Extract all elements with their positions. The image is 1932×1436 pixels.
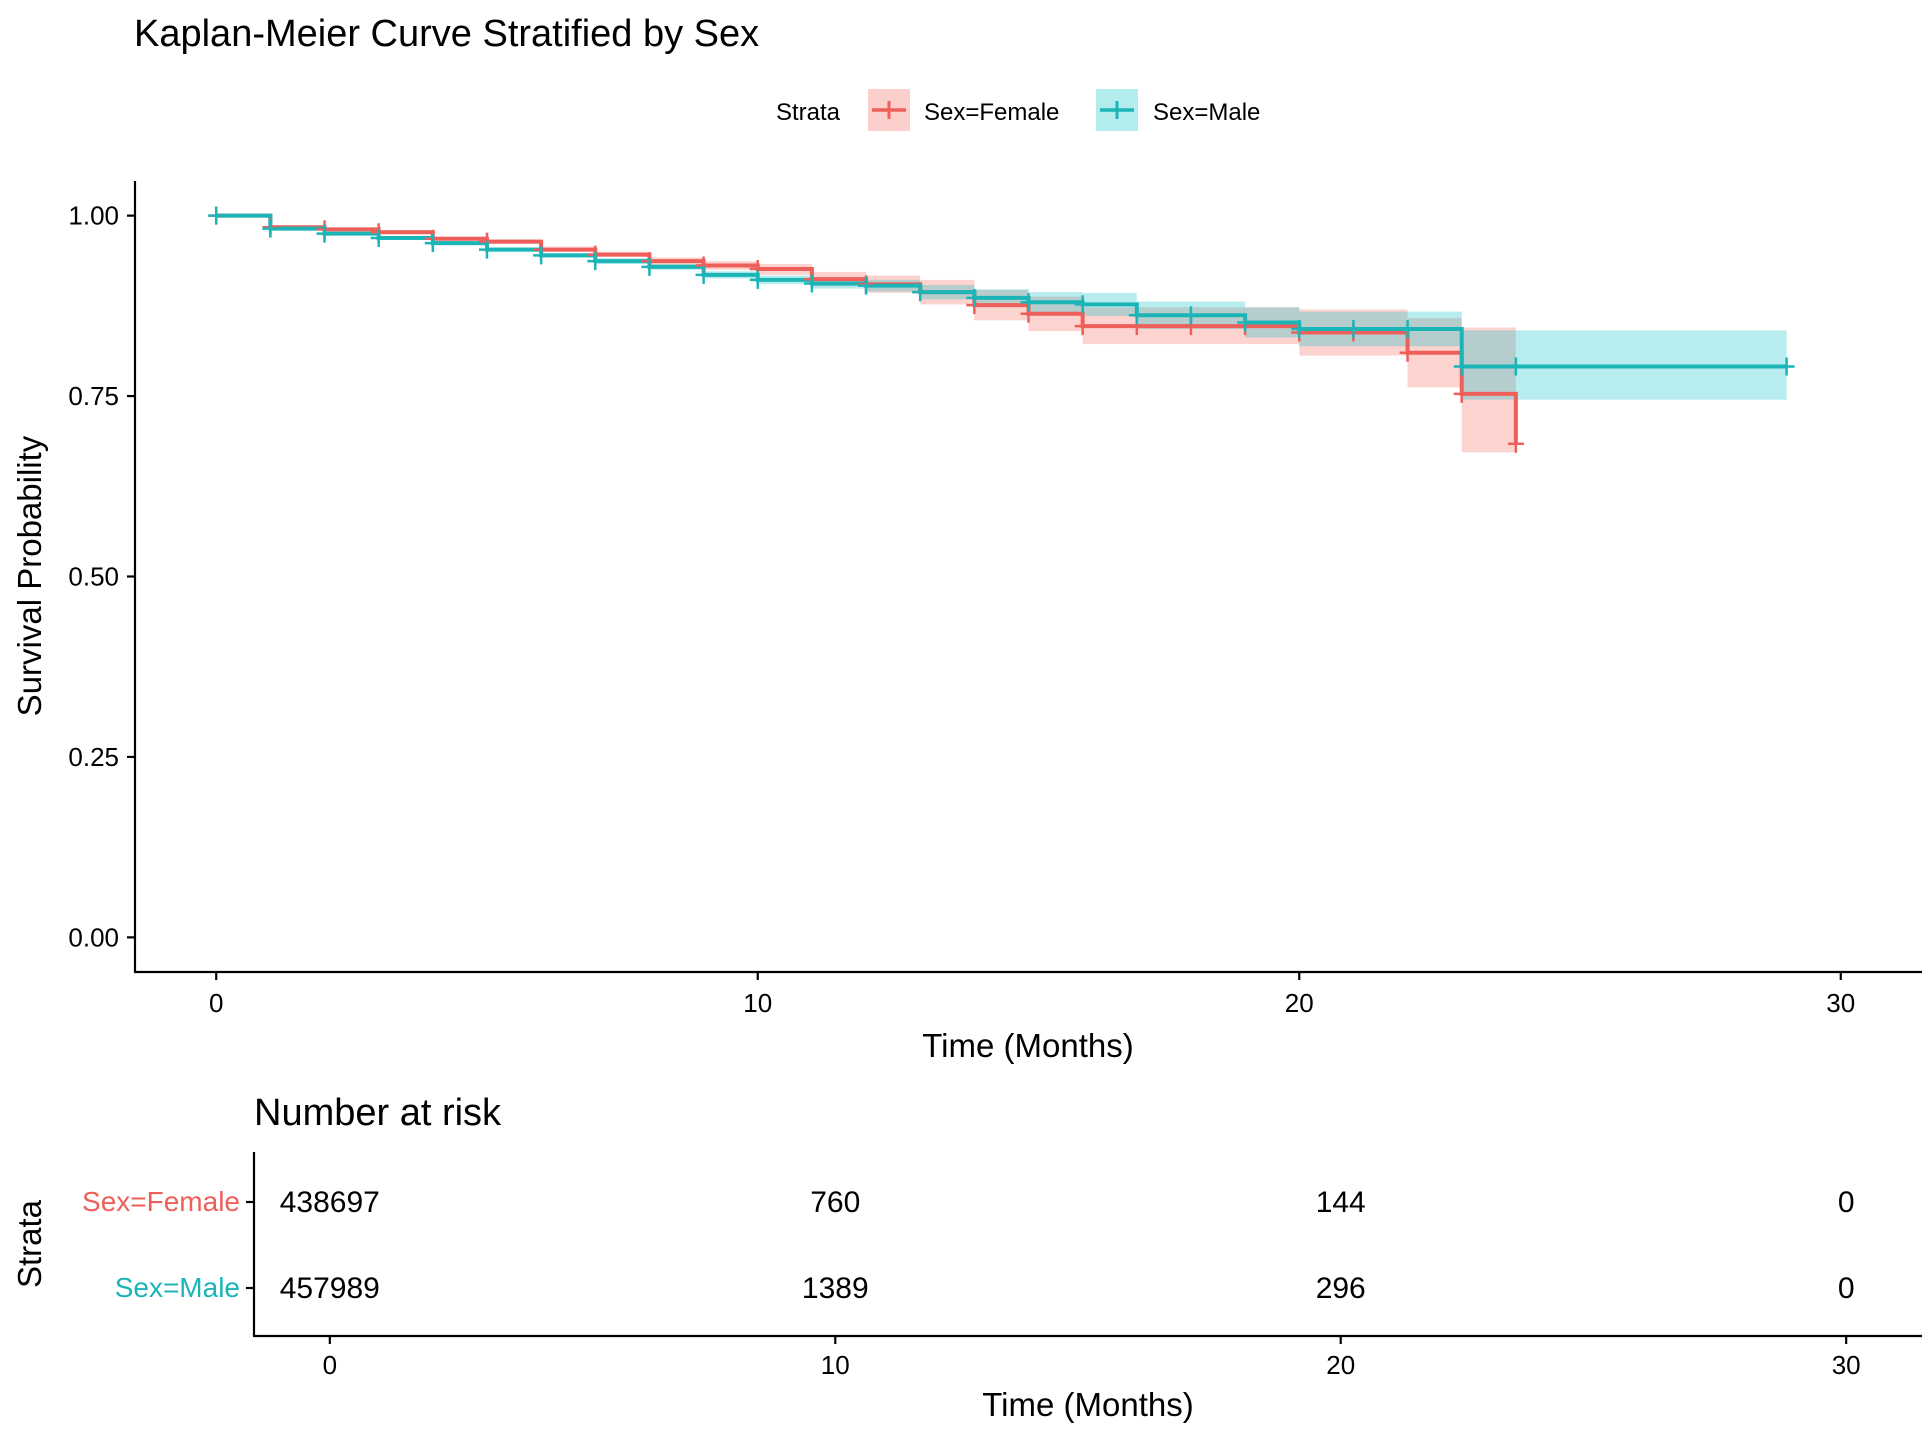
censor-mark-male <box>1237 313 1254 332</box>
km-y-tick-label: 0.25 <box>68 742 119 772</box>
censor-mark-male <box>1128 306 1145 325</box>
censor-mark-male <box>424 234 441 253</box>
km-y-tick-label: 0.75 <box>68 381 119 411</box>
risk-cell: 438697 <box>280 1186 380 1219</box>
censor-mark-male <box>478 240 495 259</box>
km-y-tick-label: 0.50 <box>68 562 119 592</box>
km-x-tick-label: 0 <box>209 988 223 1018</box>
risk-cell: 0 <box>1838 1186 1855 1219</box>
censor-mark-male <box>1020 293 1037 312</box>
km-y-axis-title: Survival Probability <box>11 435 48 716</box>
censor-mark-male <box>316 224 333 243</box>
censor-mark-male <box>587 252 604 271</box>
km-y-ticks: 0.00 0.25 0.50 0.75 1.00 <box>68 201 135 952</box>
survival-curves <box>216 213 1787 444</box>
censor-mark-male <box>1507 357 1524 376</box>
risk-x-tick-label: 10 <box>821 1350 850 1380</box>
confidence-bands <box>216 215 1787 453</box>
risk-cell: 0 <box>1838 1272 1855 1305</box>
risk-cell: 144 <box>1316 1186 1366 1219</box>
km-y-tick-label: 0.00 <box>68 922 119 952</box>
risk-cell: 296 <box>1316 1272 1366 1305</box>
risk-cell: 760 <box>810 1186 860 1219</box>
km-x-tick-label: 30 <box>1826 988 1855 1018</box>
risk-x-tick-label: 30 <box>1832 1350 1861 1380</box>
risk-x-axis-title: Time (Months) <box>982 1386 1193 1423</box>
censor-mark-male <box>1453 357 1470 376</box>
censor-mark-male <box>208 206 225 225</box>
censor-mark-male <box>1399 319 1416 338</box>
censor-mark-male <box>749 270 766 289</box>
censor-mark-male <box>1182 306 1199 325</box>
km-x-axis-title: Time (Months) <box>922 1027 1133 1064</box>
censor-mark-male <box>1074 295 1091 314</box>
censor-mark-male <box>912 283 929 302</box>
censor-mark-male <box>966 288 983 307</box>
risk-row-label: Sex=Female <box>82 1186 240 1217</box>
km-x-tick-label: 20 <box>1285 988 1314 1018</box>
legend-title: Strata <box>776 99 841 126</box>
censor-mark-male <box>858 276 875 295</box>
censor-marks <box>208 206 1795 453</box>
risk-x-tick-label: 0 <box>323 1350 337 1380</box>
risk-x-ticks: 0 10 20 30 <box>323 1336 1861 1380</box>
censor-mark-male <box>1291 319 1308 338</box>
censor-mark-female <box>1507 434 1524 453</box>
censor-mark-male <box>370 229 387 248</box>
censor-mark-male <box>641 257 658 276</box>
risk-x-tick-label: 20 <box>1326 1350 1355 1380</box>
legend-key-female <box>868 89 910 131</box>
censor-mark-female <box>1399 343 1416 362</box>
risk-y-axis-title: Strata <box>11 1199 48 1288</box>
legend-label-male: Sex=Male <box>1153 99 1260 126</box>
legend-key-male <box>1096 89 1138 131</box>
censor-mark-female <box>1074 317 1091 336</box>
censor-mark-male <box>1345 319 1362 338</box>
risk-cell: 457989 <box>280 1272 380 1305</box>
legend-label-female: Sex=Female <box>924 99 1059 126</box>
legend: Strata Sex=Female Sex=Male <box>776 89 1260 131</box>
censor-mark-male <box>695 265 712 284</box>
risk-table-rows: Sex=Female 438697 760 144 0 Sex=Male 457989 138… <box>82 1186 1854 1305</box>
censor-mark-male <box>803 274 820 293</box>
ci-band-female <box>1461 327 1516 453</box>
risk-cell: 1389 <box>802 1272 869 1305</box>
km-y-tick-label: 1.00 <box>68 201 119 231</box>
chart-title: Kaplan-Meier Curve Stratified by Sex <box>134 13 759 55</box>
km-x-ticks: 0 10 20 30 <box>209 972 1855 1018</box>
censor-mark-female <box>1453 384 1470 403</box>
censor-mark-male <box>1778 357 1795 376</box>
km-x-tick-label: 10 <box>743 988 772 1018</box>
risk-table-title: Number at risk <box>254 1092 502 1134</box>
risk-row-label: Sex=Male <box>115 1272 240 1303</box>
censor-mark-male <box>262 219 279 238</box>
risk-axes <box>252 1152 1922 1338</box>
censor-mark-male <box>533 246 550 265</box>
